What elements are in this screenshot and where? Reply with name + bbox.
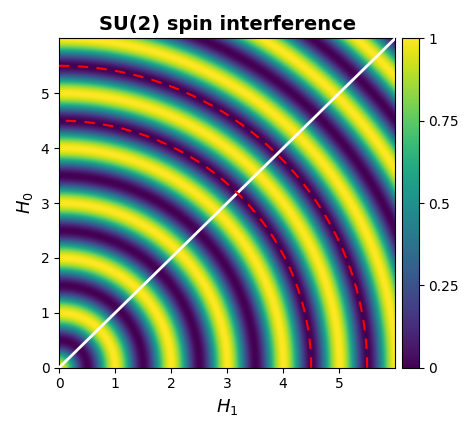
Y-axis label: $H_0$: $H_0$ bbox=[15, 192, 35, 214]
Title: SU(2) spin interference: SU(2) spin interference bbox=[99, 15, 356, 34]
X-axis label: $H_1$: $H_1$ bbox=[216, 397, 238, 417]
